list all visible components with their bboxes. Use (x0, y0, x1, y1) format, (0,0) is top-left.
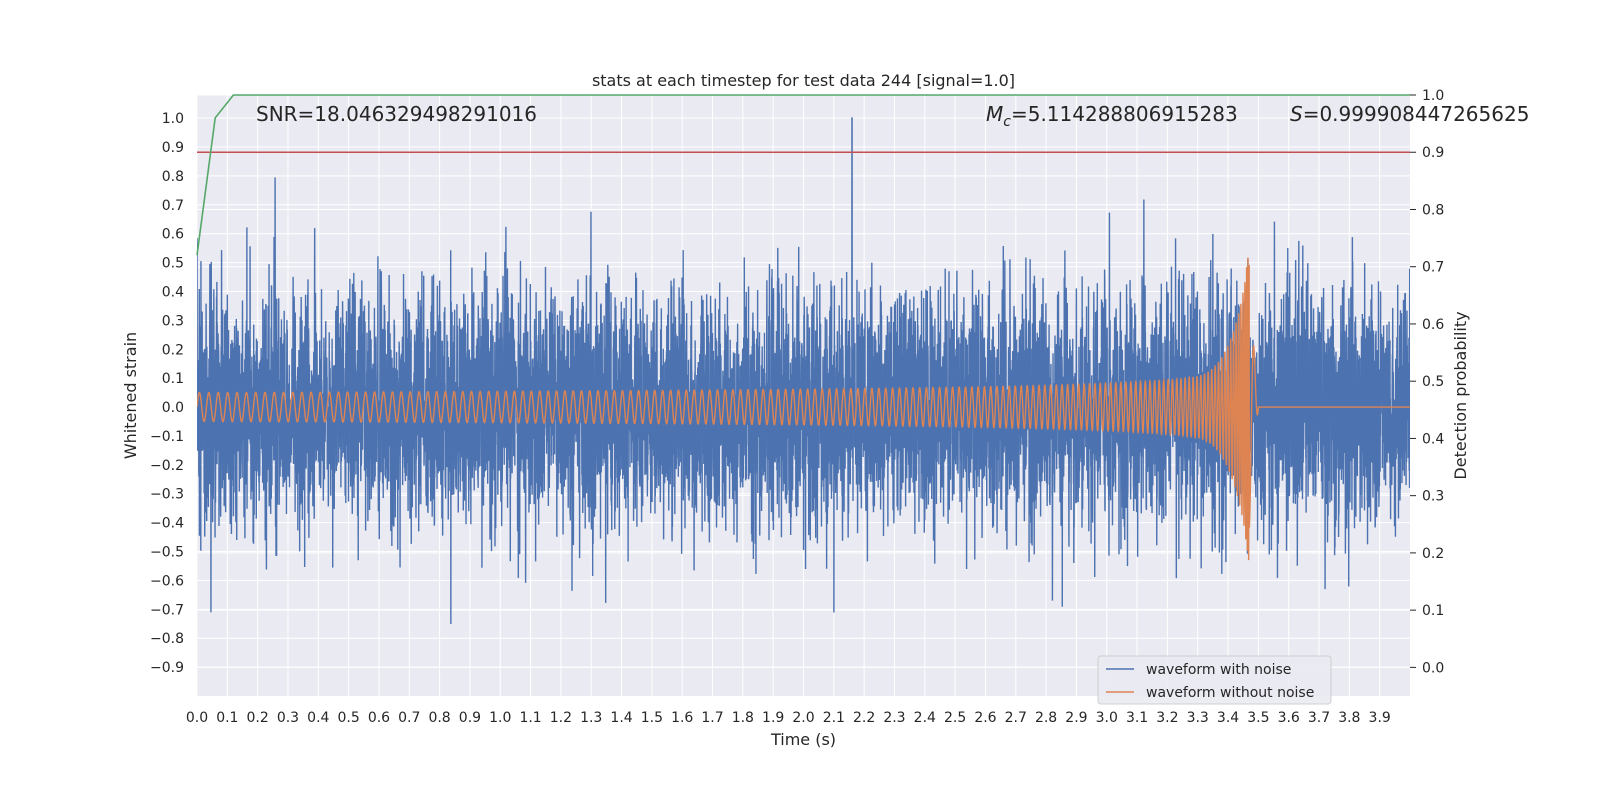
x-tick-label: 0.0 (186, 710, 208, 726)
mc-value: =5.114288806915283 (1011, 102, 1238, 126)
x-tick-label: 1.3 (580, 710, 602, 726)
y-tick-label: 0.3 (162, 313, 184, 329)
x-tick-label: 3.2 (1156, 710, 1178, 726)
series-detection-probability (196, 94, 1410, 256)
x-tick-label: 2.8 (1035, 710, 1057, 726)
x-tick-label: 0.4 (307, 710, 329, 726)
legend: waveform with noise waveform without noi… (1097, 655, 1332, 705)
x-tick-label: 3.1 (1126, 710, 1148, 726)
x-tick-label: 1.8 (732, 710, 754, 726)
probability-layer (196, 94, 1410, 256)
x-tick-label: 2.9 (1065, 710, 1087, 726)
y-tick-label: −0.1 (150, 429, 184, 445)
y-tick-label: −0.6 (150, 573, 184, 589)
x-tick-label: 2.4 (914, 710, 936, 726)
legend-entry-noise: waveform with noise (1146, 662, 1291, 678)
s-symbol: S (1290, 102, 1303, 126)
chart-title: stats at each timestep for test data 244… (592, 71, 1015, 90)
x-tick-label: 2.7 (1005, 710, 1027, 726)
x-tick-label: 1.0 (489, 710, 511, 726)
y-tick-label: 0.5 (162, 256, 184, 272)
x-tick-label: 3.0 (1096, 710, 1118, 726)
x-tick-label: 2.6 (974, 710, 996, 726)
legend-box (1097, 655, 1332, 705)
y-right-tick-label: 0.2 (1422, 546, 1444, 562)
x-tick-label: 1.1 (519, 710, 541, 726)
x-tick-label: 0.1 (216, 710, 238, 726)
y-tick-label: 0.1 (162, 371, 184, 387)
x-tick-label: 1.6 (671, 710, 693, 726)
y-right-axis-label: Detection probability (1451, 311, 1470, 479)
y-tick-label: 0.6 (162, 227, 184, 243)
y-right-tick-label: 0.0 (1422, 660, 1444, 676)
x-tick-label: 0.6 (368, 710, 390, 726)
y-tick-label: 0.8 (162, 169, 184, 185)
x-tick-label: 3.7 (1308, 710, 1330, 726)
x-tick-label: 0.9 (459, 710, 481, 726)
y-right-tick-label: 0.9 (1422, 145, 1444, 161)
y-right-tick-label: 0.3 (1422, 489, 1444, 505)
y-tick-label: −0.5 (150, 545, 184, 561)
legend-entry-clean: waveform without noise (1146, 685, 1314, 701)
x-axis-ticks: 0.0 0.1 0.2 0.3 0.4 0.5 0.6 0.7 0.8 0.9 1.0 1.1 1.2 1… (186, 710, 1391, 726)
x-tick-label: 1.5 (641, 710, 663, 726)
mc-symbol: M (986, 102, 1003, 126)
chirp-mass-annotation: Mc=5.114288806915283 (986, 102, 1238, 130)
y-right-tick-label: 0.1 (1422, 603, 1444, 619)
x-tick-label: 0.3 (277, 710, 299, 726)
y-tick-label: −0.4 (150, 516, 184, 532)
y-axis-label: Whitened strain (121, 332, 140, 459)
x-tick-label: 2.5 (944, 710, 966, 726)
x-tick-label: 3.9 (1369, 710, 1391, 726)
x-tick-label: 0.7 (398, 710, 420, 726)
y-tick-label: −0.9 (150, 660, 184, 676)
x-tick-label: 1.2 (550, 710, 572, 726)
x-tick-label: 0.8 (428, 710, 450, 726)
y-tick-label: −0.8 (150, 631, 184, 647)
y-tick-label: 0.4 (162, 284, 184, 300)
x-tick-label: 2.0 (792, 710, 814, 726)
x-tick-label: 2.2 (853, 710, 875, 726)
y-tick-label: 0.9 (162, 140, 184, 156)
y-right-tick-label: 0.7 (1422, 260, 1444, 276)
y-tick-label: −0.7 (150, 602, 184, 618)
y-tick-label: 0.2 (162, 342, 184, 358)
y-right-tick-label: 0.4 (1422, 431, 1444, 447)
s-value: =0.999908447265625 (1303, 102, 1530, 126)
score-annotation: S=0.999908447265625 (1290, 102, 1529, 126)
x-tick-label: 1.9 (762, 710, 784, 726)
x-tick-label: 3.5 (1247, 710, 1269, 726)
y-axis-ticks: 1.0 0.9 0.8 0.7 0.6 0.5 0.4 0.3 0.2 0.1 0.0 −0.1 −0.… (150, 111, 184, 676)
y-right-tick-label: 0.6 (1422, 317, 1444, 333)
series-layer (197, 117, 1410, 625)
y-tick-label: 0.7 (162, 198, 184, 214)
x-tick-label: 0.2 (247, 710, 269, 726)
snr-annotation: SNR=18.046329498291016 (256, 102, 537, 126)
x-tick-label: 2.1 (823, 710, 845, 726)
x-tick-label: 3.4 (1217, 710, 1239, 726)
y-right-tick-label: 1.0 (1422, 88, 1444, 104)
y-right-tick-label: 0.8 (1422, 202, 1444, 218)
x-tick-label: 3.6 (1278, 710, 1300, 726)
x-tick-label: 3.3 (1187, 710, 1209, 726)
x-tick-label: 2.3 (883, 710, 905, 726)
y-tick-label: 0.0 (162, 400, 184, 416)
y-tick-label: −0.2 (150, 458, 184, 474)
x-tick-label: 0.5 (337, 710, 359, 726)
y-right-axis-ticks: 1.0 0.9 0.8 0.7 0.6 0.5 0.4 0.3 0.2 0.1 0.0 (1410, 88, 1444, 676)
mc-subscript: c (1003, 114, 1011, 130)
x-axis-label: Time (s) (770, 730, 836, 749)
y-tick-label: 1.0 (162, 111, 184, 127)
series-waveform-without-noise (197, 257, 1410, 561)
x-tick-label: 3.8 (1338, 710, 1360, 726)
x-tick-label: 1.4 (610, 710, 632, 726)
y-tick-label: −0.3 (150, 487, 184, 503)
x-tick-label: 1.7 (701, 710, 723, 726)
y-right-tick-label: 0.5 (1422, 374, 1444, 390)
